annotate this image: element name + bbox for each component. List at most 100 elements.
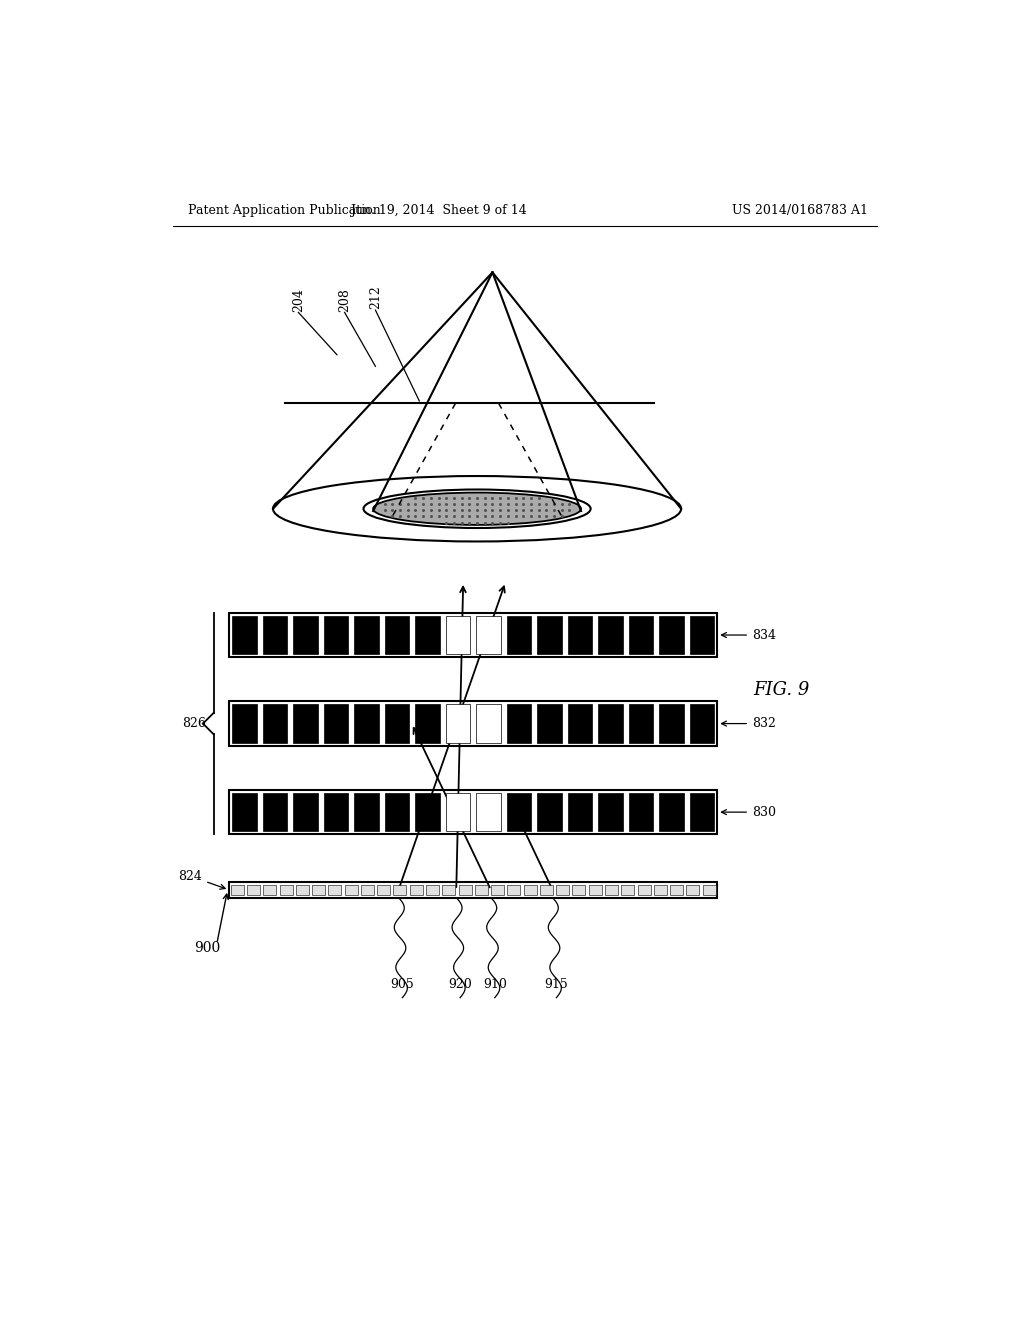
- Bar: [442, 884, 456, 895]
- Bar: [324, 705, 348, 743]
- Bar: [690, 705, 715, 743]
- Bar: [538, 615, 562, 655]
- Bar: [263, 705, 287, 743]
- Bar: [507, 705, 531, 743]
- Bar: [670, 884, 683, 895]
- Bar: [476, 615, 501, 655]
- Bar: [540, 884, 553, 895]
- Text: 204: 204: [292, 288, 305, 312]
- Text: Patent Application Publication: Patent Application Publication: [188, 205, 381, 218]
- Bar: [232, 793, 257, 832]
- Bar: [293, 793, 317, 832]
- Bar: [385, 615, 410, 655]
- Bar: [598, 793, 623, 832]
- Bar: [507, 615, 531, 655]
- Ellipse shape: [373, 492, 581, 525]
- Bar: [690, 615, 715, 655]
- Bar: [324, 793, 348, 832]
- Bar: [459, 884, 472, 895]
- Bar: [293, 615, 317, 655]
- Text: Jun. 19, 2014  Sheet 9 of 14: Jun. 19, 2014 Sheet 9 of 14: [350, 205, 527, 218]
- Bar: [629, 705, 653, 743]
- Bar: [702, 884, 716, 895]
- Bar: [426, 884, 439, 895]
- Bar: [410, 884, 423, 895]
- Bar: [263, 884, 276, 895]
- Bar: [556, 884, 569, 895]
- Bar: [538, 793, 562, 832]
- Bar: [416, 705, 439, 743]
- Bar: [659, 705, 684, 743]
- Bar: [589, 884, 602, 895]
- Bar: [507, 884, 520, 895]
- Bar: [324, 615, 348, 655]
- Bar: [230, 884, 244, 895]
- Bar: [523, 884, 537, 895]
- Bar: [622, 884, 634, 895]
- Bar: [476, 705, 501, 743]
- Bar: [598, 615, 623, 655]
- Bar: [385, 793, 410, 832]
- Bar: [629, 615, 653, 655]
- Bar: [232, 615, 257, 655]
- Text: 212: 212: [369, 285, 382, 309]
- Bar: [572, 884, 586, 895]
- Bar: [354, 615, 379, 655]
- Bar: [686, 884, 699, 895]
- Bar: [296, 884, 309, 895]
- Bar: [345, 884, 357, 895]
- Bar: [654, 884, 667, 895]
- Bar: [659, 615, 684, 655]
- Bar: [416, 793, 439, 832]
- Bar: [492, 884, 504, 895]
- Bar: [567, 615, 592, 655]
- Text: 900: 900: [195, 941, 221, 954]
- Bar: [605, 884, 618, 895]
- Bar: [659, 793, 684, 832]
- Text: 905: 905: [390, 978, 415, 991]
- Bar: [232, 705, 257, 743]
- Bar: [638, 884, 650, 895]
- Bar: [385, 705, 410, 743]
- Bar: [690, 793, 715, 832]
- Bar: [263, 793, 287, 832]
- Bar: [280, 884, 293, 895]
- Bar: [360, 884, 374, 895]
- Ellipse shape: [364, 490, 591, 528]
- Text: FIG. 9: FIG. 9: [753, 681, 809, 698]
- Bar: [567, 793, 592, 832]
- Bar: [567, 705, 592, 743]
- Bar: [445, 705, 470, 743]
- Text: 915: 915: [545, 978, 568, 991]
- Text: 832: 832: [722, 717, 776, 730]
- Bar: [329, 884, 341, 895]
- Text: 834: 834: [722, 628, 776, 642]
- Bar: [377, 884, 390, 895]
- Bar: [354, 793, 379, 832]
- Bar: [475, 884, 487, 895]
- Bar: [229, 701, 717, 746]
- Bar: [445, 793, 470, 832]
- Bar: [229, 789, 717, 834]
- Bar: [263, 615, 287, 655]
- Bar: [538, 705, 562, 743]
- Text: 920: 920: [449, 978, 472, 991]
- Text: 826: 826: [182, 717, 206, 730]
- Text: 830: 830: [722, 805, 776, 818]
- Text: 910: 910: [483, 978, 507, 991]
- Bar: [354, 705, 379, 743]
- Bar: [629, 793, 653, 832]
- Bar: [476, 793, 501, 832]
- Bar: [598, 705, 623, 743]
- Bar: [416, 615, 439, 655]
- Bar: [507, 793, 531, 832]
- Text: 824: 824: [178, 870, 225, 890]
- Text: 208: 208: [338, 288, 351, 312]
- Bar: [229, 882, 717, 898]
- Bar: [229, 612, 717, 657]
- Bar: [445, 615, 470, 655]
- Text: US 2014/0168783 A1: US 2014/0168783 A1: [732, 205, 868, 218]
- Bar: [393, 884, 407, 895]
- Bar: [293, 705, 317, 743]
- Bar: [247, 884, 260, 895]
